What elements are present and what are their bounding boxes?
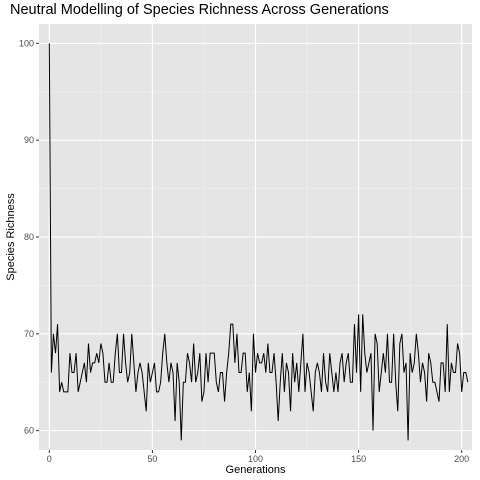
x-tick-label: 50 <box>147 454 157 464</box>
series-line <box>48 43 469 441</box>
y-axis-title: Species Richness <box>5 193 17 281</box>
y-tick-label: 70 <box>24 329 34 339</box>
x-tick-label: 100 <box>248 454 263 464</box>
x-axis-ticks: 0 50 100 150 200 <box>47 450 469 464</box>
x-tick-label: 200 <box>454 454 469 464</box>
y-tick-label: 80 <box>24 232 34 242</box>
y-tick-label: 60 <box>24 426 34 436</box>
x-axis-title: Generations <box>226 464 286 476</box>
y-tick-label: 90 <box>24 135 34 145</box>
x-tick-label: 150 <box>351 454 366 464</box>
chart-title: Neutral Modelling of Species Richness Ac… <box>10 2 389 18</box>
y-tick-label: 100 <box>19 38 34 48</box>
y-axis-ticks: 60 70 80 90 100 <box>19 38 39 436</box>
x-tick-label: 0 <box>47 454 52 464</box>
